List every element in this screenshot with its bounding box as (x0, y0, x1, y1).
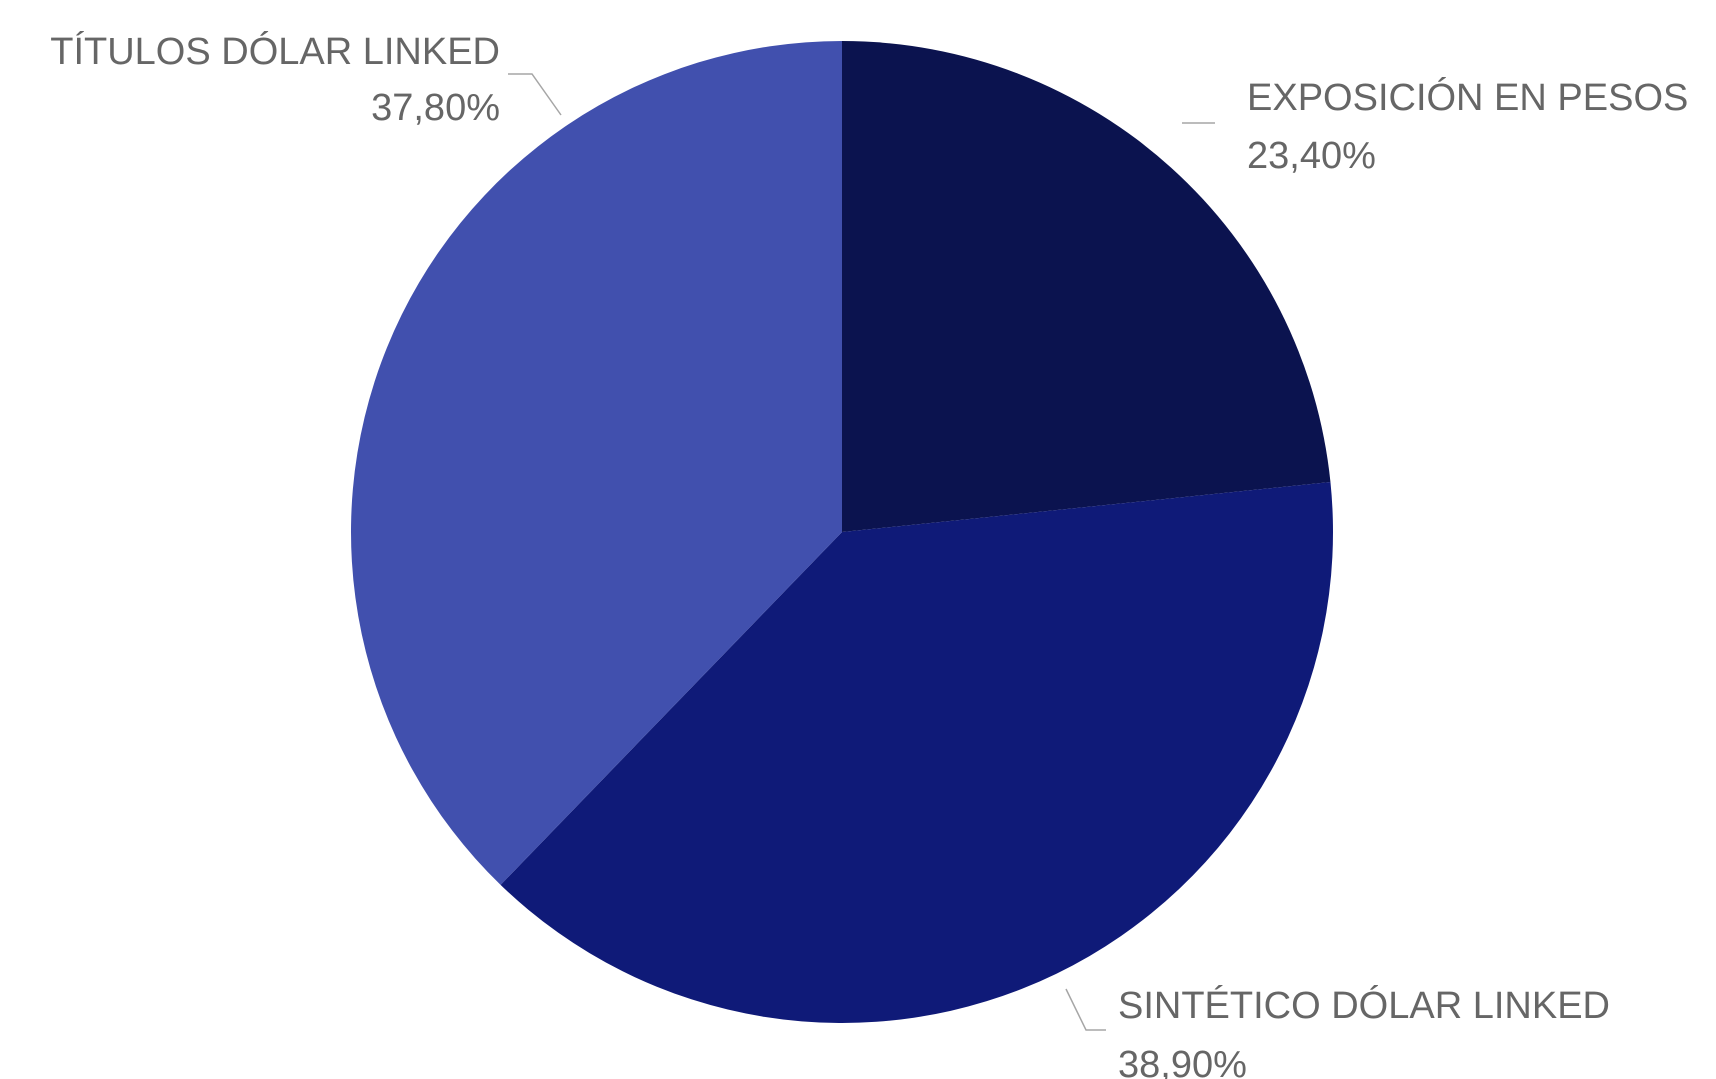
slice-label-value-1: 23,40% (1247, 135, 1376, 177)
pie-labels: EXPOSICIÓN EN PESOS 23,40% SINTÉTICO DÓLAR… (50, 30, 1688, 1079)
pie-slice-2 (500, 482, 1334, 1024)
slice-label-value-3: 37,80% (371, 87, 500, 129)
leader-line-3 (508, 73, 562, 116)
pie-slices (350, 41, 1334, 1024)
slice-label-name-1: EXPOSICIÓN EN PESOS (1247, 76, 1688, 119)
slice-label-value-2: 38,90% (1118, 1044, 1247, 1079)
pie-slice-3 (350, 41, 842, 885)
slice-label-name-2: SINTÉTICO DÓLAR LINKED (1118, 984, 1610, 1027)
leader-line-2 (1065, 988, 1106, 1031)
pie-slice-1 (842, 41, 1331, 532)
slice-label-name-3: TÍTULOS DÓLAR LINKED (50, 30, 500, 73)
